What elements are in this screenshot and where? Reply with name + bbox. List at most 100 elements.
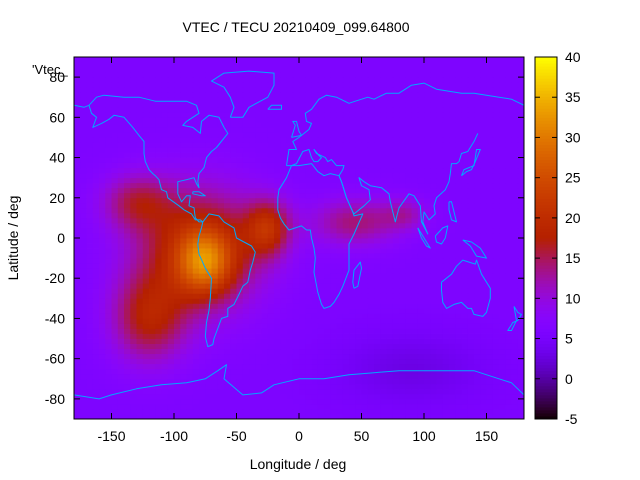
heatmap-cell [349, 167, 356, 174]
heatmap-cell [192, 313, 200, 319]
heatmap-cell [486, 328, 494, 334]
heatmap-cell [305, 353, 312, 360]
heatmap-cell [80, 117, 87, 123]
heatmap-cell [467, 408, 475, 415]
heatmap-cell [392, 393, 400, 400]
heatmap-cell [386, 293, 394, 299]
heatmap-cell [74, 258, 81, 264]
heatmap-cell [511, 238, 519, 244]
heatmap-cell [342, 147, 350, 153]
heatmap-cell [317, 258, 325, 264]
heatmap-cell [86, 167, 94, 174]
heatmap-cell [217, 87, 225, 93]
heatmap-cell [111, 378, 119, 385]
heatmap-cell [274, 152, 281, 158]
heatmap-cell [349, 303, 356, 309]
heatmap-cell [242, 393, 250, 400]
heatmap-cell [124, 253, 131, 259]
heatmap-cell [336, 182, 344, 189]
heatmap-cell [186, 363, 194, 370]
heatmap-cell [292, 313, 300, 319]
heatmap-cell [317, 303, 325, 309]
heatmap-cell [111, 358, 119, 365]
heatmap-cell [124, 323, 131, 329]
heatmap-cell [199, 303, 206, 309]
heatmap-cell [149, 77, 156, 83]
heatmap-cell [330, 323, 337, 329]
heatmap-cell [249, 122, 256, 128]
heatmap-cell [205, 167, 212, 174]
heatmap-cell [517, 232, 525, 239]
heatmap-cell [399, 373, 406, 380]
heatmap-cell [430, 378, 437, 385]
heatmap-cell [480, 318, 487, 324]
heatmap-cell [236, 353, 244, 360]
heatmap-cell [461, 167, 469, 174]
heatmap-cell [461, 142, 469, 148]
heatmap-cell [117, 283, 125, 289]
heatmap-cell [480, 217, 487, 224]
heatmap-cell [74, 107, 81, 113]
heatmap-cell [324, 293, 331, 299]
heatmap-cell [505, 383, 512, 390]
heatmap-cell [374, 177, 381, 184]
heatmap-cell [392, 303, 400, 309]
heatmap-cell [274, 187, 281, 194]
heatmap-cell [211, 273, 219, 279]
heatmap-cell [511, 162, 519, 169]
heatmap-cell [511, 227, 519, 234]
heatmap-cell [399, 348, 406, 355]
heatmap-cell [105, 253, 112, 259]
heatmap-cell [155, 167, 162, 174]
heatmap-cell [199, 323, 206, 329]
heatmap-cell [99, 253, 106, 259]
heatmap-cell [455, 112, 462, 118]
heatmap-cell [186, 353, 194, 360]
heatmap-cell [149, 288, 156, 294]
heatmap-cell [442, 172, 450, 179]
heatmap-cell [417, 338, 425, 344]
heatmap-cell [517, 318, 525, 324]
heatmap-cell [236, 162, 244, 169]
heatmap-cell [367, 278, 375, 284]
heatmap-cell [286, 157, 294, 163]
heatmap-cell [492, 82, 500, 88]
heatmap-cell [149, 323, 156, 329]
heatmap-cell [261, 227, 269, 234]
heatmap-cell [136, 283, 144, 289]
heatmap-cell [136, 132, 144, 138]
heatmap-cell [455, 238, 462, 244]
heatmap-cell [230, 157, 237, 163]
heatmap-cell [330, 127, 337, 133]
heatmap-cell [274, 112, 281, 118]
heatmap-cell [417, 293, 425, 299]
heatmap-cell [499, 388, 506, 395]
heatmap-cell [267, 117, 275, 123]
heatmap-cell [230, 353, 237, 360]
heatmap-cell [342, 303, 350, 309]
heatmap-cell [124, 278, 131, 284]
heatmap-cell [105, 358, 112, 365]
heatmap-cell [99, 157, 106, 163]
heatmap-cell [124, 142, 131, 148]
heatmap-cell [205, 77, 212, 83]
heatmap-cell [324, 323, 331, 329]
heatmap-cell [124, 82, 131, 88]
heatmap-cell [161, 202, 169, 209]
heatmap-cell [74, 192, 81, 199]
heatmap-cell [230, 408, 237, 415]
heatmap-cell [486, 152, 494, 158]
heatmap-cell [267, 248, 275, 254]
heatmap-cell [411, 102, 419, 108]
heatmap-cell [424, 413, 431, 420]
heatmap-cell [417, 122, 425, 128]
heatmap-cell [411, 207, 419, 214]
heatmap-cell [105, 87, 112, 93]
heatmap-cell [99, 388, 106, 395]
heatmap-cell [324, 248, 331, 254]
heatmap-cell [449, 303, 456, 309]
heatmap-cell [242, 187, 250, 194]
heatmap-cell [149, 167, 156, 174]
heatmap-cell [355, 353, 362, 360]
heatmap-cell [455, 343, 462, 350]
